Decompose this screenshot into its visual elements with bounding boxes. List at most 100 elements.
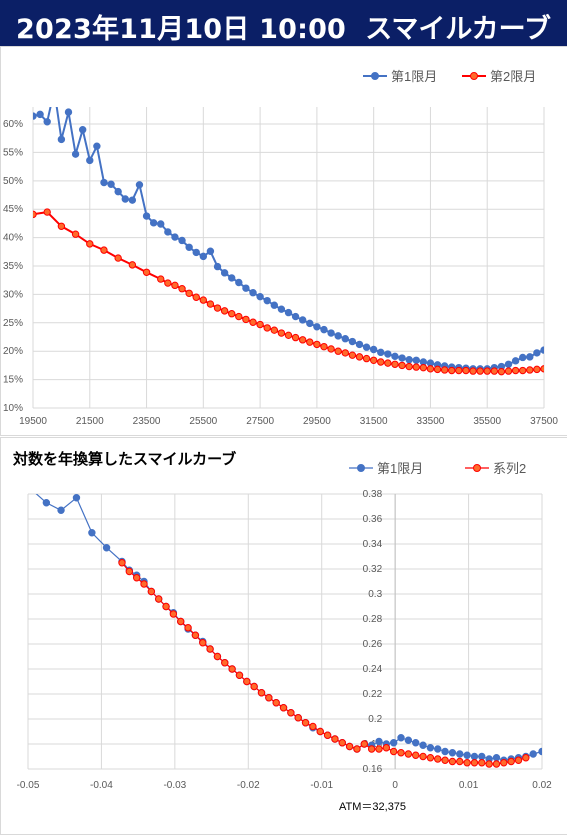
data-point [192,248,200,257]
data-point [327,329,335,337]
legend-marker [470,72,478,80]
data-point [476,367,484,375]
data-point [43,118,51,126]
data-point [490,367,499,375]
data-point [412,363,420,371]
data-point [412,356,420,364]
data-point [434,755,442,763]
data-point [128,196,137,204]
data-point [426,754,435,762]
data-point [397,749,405,757]
legend-marker [357,464,365,472]
data-point [529,750,537,758]
data-point [362,343,371,351]
data-point [171,281,179,290]
data-point [199,252,208,261]
y-tick-label: 0.24 [363,664,383,675]
data-point [412,751,420,759]
data-point [199,639,207,647]
data-point [100,246,108,254]
data-point [391,360,399,368]
data-point [404,736,413,744]
data-point [492,754,501,762]
data-point [114,254,122,262]
series-line [33,211,544,373]
data-point [511,357,520,365]
data-point [100,178,108,187]
data-point [192,293,200,301]
y-tick-label: 0.2 [368,714,382,725]
data-point [147,587,156,596]
data-point [128,261,137,269]
data-point [526,366,534,374]
data-point [514,756,523,764]
data-point [331,735,339,743]
y-tick-label: 20% [3,346,23,357]
chart2-title: 対数を年換算したスマイルカーブ [13,450,237,468]
x-tick-label: 0 [392,780,398,791]
x-tick-label: 21500 [76,416,104,427]
series-line [33,107,544,370]
y-tick-label: 10% [3,403,23,414]
series-1 [33,107,544,373]
data-point [71,150,80,158]
data-point [404,750,413,758]
data-point [221,659,229,667]
data-point [213,652,222,661]
data-point [72,494,81,502]
data-point [448,749,457,757]
data-point [86,240,94,248]
data-point [405,356,413,364]
data-point [355,353,364,361]
data-point [426,744,435,752]
series-line [121,562,526,765]
data-point [228,274,236,282]
data-point [33,210,37,219]
legend-label: 第2限月 [490,69,536,84]
data-point [426,365,435,373]
data-point [42,499,51,507]
data-point [369,345,378,354]
data-point [185,243,193,251]
data-point [279,704,288,712]
data-point [519,366,527,375]
data-point [287,709,295,717]
data-point [57,135,66,144]
data-point [102,544,111,552]
data-point [142,212,151,220]
data-point [441,747,449,756]
data-point [164,228,172,236]
data-point [367,745,376,753]
data-point [323,731,332,739]
data-point [533,365,541,374]
y-tick-label: 25% [3,318,23,329]
data-point [507,757,515,766]
y-tick-label: 15% [3,375,23,386]
y-tick-label: 0.28 [363,614,383,625]
y-tick-label: 0.16 [363,764,383,775]
data-point [419,741,427,749]
y-tick-label: 0.26 [363,639,383,650]
y-tick-label: 60% [3,119,23,130]
x-tick-label: 23500 [133,416,161,427]
data-point [419,752,427,761]
y-tick-label: 55% [3,147,23,158]
data-point [242,315,250,324]
data-point [345,742,354,751]
data-point [316,727,324,736]
data-point [341,335,349,343]
data-point [93,142,101,150]
x-tick-label: -0.04 [90,780,113,791]
data-point [270,326,279,334]
data-point [249,289,257,297]
data-point [298,316,307,324]
data-point [375,737,383,746]
data-point [485,760,493,768]
data-point [497,367,506,376]
data-point [78,126,87,134]
data-point [206,247,215,255]
data-point [228,665,236,673]
data-point [397,734,405,742]
data-point [360,740,369,748]
data-point [519,353,527,362]
